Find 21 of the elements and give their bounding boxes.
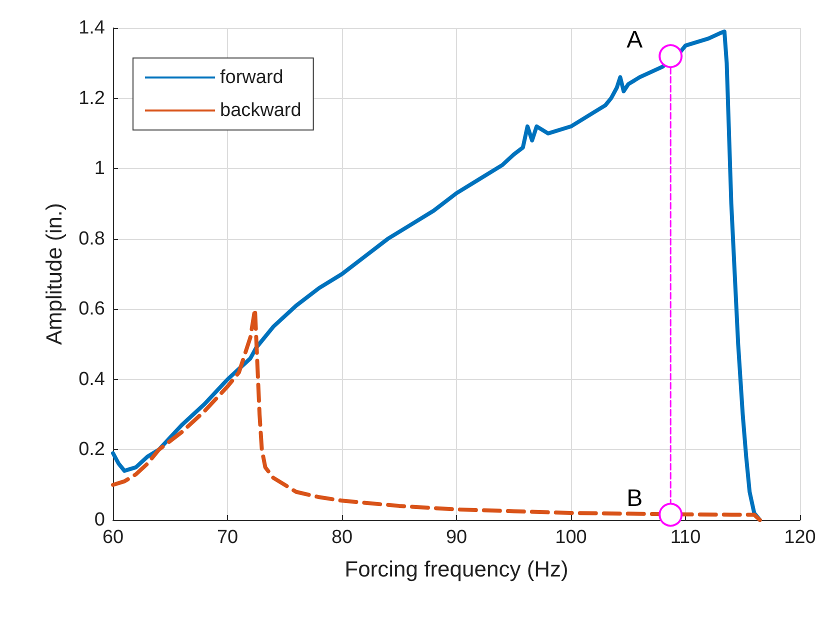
- x-tick-label: 100: [555, 527, 587, 548]
- y-tick-label: 0.2: [78, 439, 105, 460]
- y-tick-label: 1: [94, 158, 105, 180]
- legend-label: backward: [220, 100, 302, 121]
- y-tick-label: 0.4: [78, 368, 106, 390]
- y-tick-label: 0.8: [78, 228, 105, 250]
- x-tick-label: 120: [784, 527, 816, 548]
- y-tick-label: 0.6: [78, 298, 105, 320]
- x-tick-label: 110: [670, 527, 701, 548]
- y-tick-label: 1.4: [78, 18, 106, 38]
- x-axis-title: Forcing frequency (Hz): [344, 556, 568, 582]
- y-axis-title: Amplitude (in.): [42, 203, 66, 345]
- y-tick-label: 1.2: [78, 88, 105, 109]
- y-tick-label: 0: [94, 510, 105, 530]
- x-tick-label: 80: [331, 527, 353, 548]
- annotation: A: [626, 26, 643, 54]
- x-tick-label: 90: [446, 527, 468, 548]
- x-tick-label: 70: [216, 527, 238, 548]
- legend-label: forward: [220, 67, 284, 88]
- x-tick-label: 60: [102, 527, 124, 548]
- annotation: B: [626, 485, 643, 512]
